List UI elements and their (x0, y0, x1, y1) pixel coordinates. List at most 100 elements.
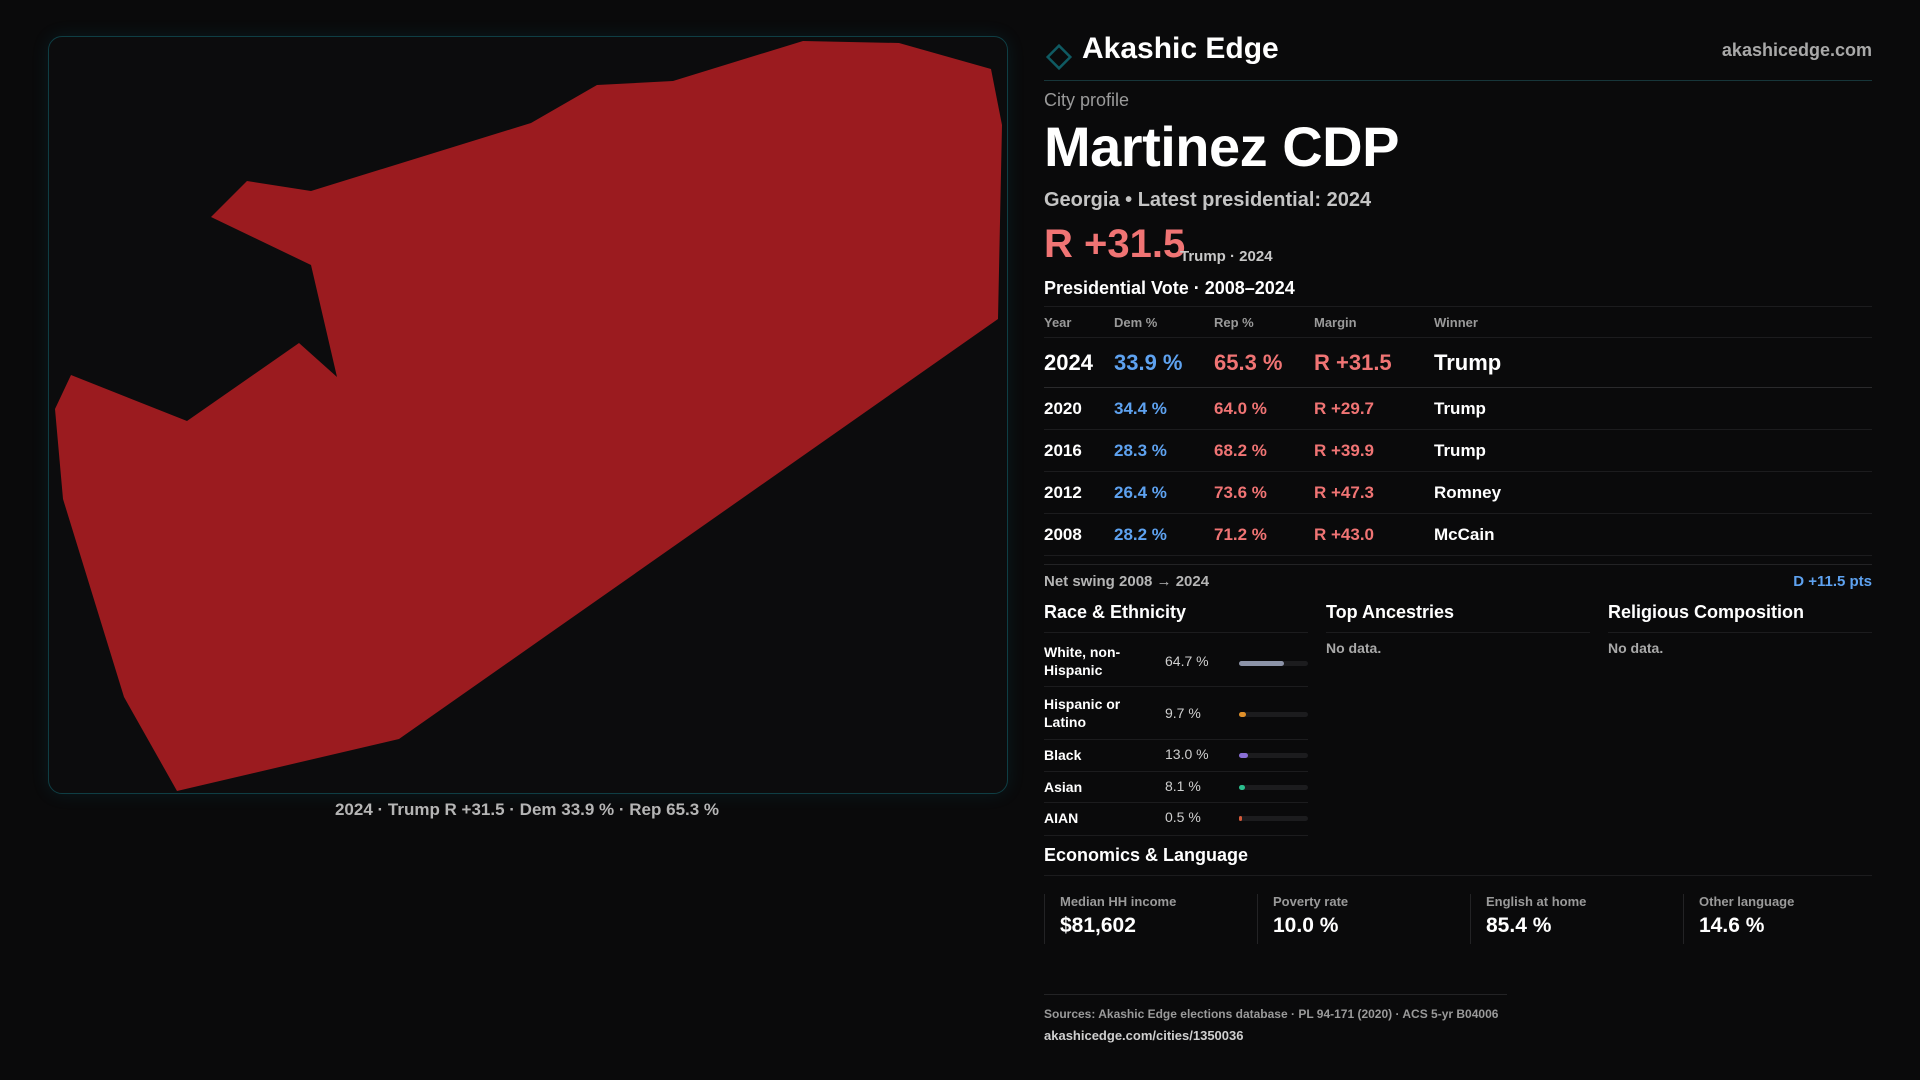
margin-cell: R +43.0 (1314, 513, 1434, 556)
econ-card-income: Median HH income $81,602 (1044, 894, 1239, 944)
year-cell: 2020 (1044, 387, 1114, 430)
race-value: 13.0 % (1165, 746, 1209, 762)
diamond-icon (1045, 43, 1073, 71)
presidential-section-title: Presidential Vote · 2008–2024 (1044, 278, 1295, 298)
race-bar-fill (1239, 712, 1246, 717)
econ-label: Other language (1699, 894, 1795, 909)
map-panel[interactable] (48, 36, 1008, 794)
rep-cell: 68.2 % (1214, 429, 1314, 472)
race-label: Hispanic or Latino (1044, 696, 1121, 730)
column-header-year: Year (1044, 306, 1114, 338)
rep-cell: 64.0 % (1214, 387, 1314, 430)
table-row: 2008 28.2 % 71.2 % R +43.0 McCain (1044, 513, 1872, 556)
econ-card-english: English at home 85.4 % (1470, 894, 1665, 944)
year-cell: 2024 (1044, 337, 1114, 388)
ancestries-empty-text: No data. (1326, 640, 1382, 656)
column-header-rep: Rep % (1214, 306, 1314, 338)
econ-value: 14.6 % (1699, 914, 1765, 937)
econ-value: $81,602 (1060, 914, 1136, 937)
net-swing-value: D +11.5 pts (1793, 573, 1872, 590)
race-value: 8.1 % (1165, 778, 1201, 794)
net-swing-label: Net swing 2008 → 2024 (1044, 573, 1210, 590)
econ-label: Poverty rate (1273, 894, 1349, 909)
city-boundary-shape[interactable] (55, 41, 1002, 791)
race-value: 0.5 % (1165, 809, 1201, 825)
profile-eyebrow: City profile (1044, 90, 1130, 110)
econ-value: 85.4 % (1486, 914, 1552, 937)
rep-cell: 73.6 % (1214, 471, 1314, 514)
race-row-aian: AIAN 0.5 % (1044, 802, 1308, 836)
race-label: Black (1044, 747, 1082, 763)
dem-cell: 26.4 % (1114, 471, 1214, 514)
race-value: 9.7 % (1165, 705, 1201, 721)
race-label: White, non-Hispanic (1044, 644, 1121, 678)
margin-cell: R +29.7 (1314, 387, 1434, 430)
margin-cell: R +47.3 (1314, 471, 1434, 514)
table-row: 2012 26.4 % 73.6 % R +47.3 Romney (1044, 471, 1872, 514)
table-header-row: Year Dem % Rep % Margin Winner (1044, 306, 1872, 338)
profile-subtitle: Georgia • Latest presidential: 2024 (1044, 189, 1372, 211)
ancestries-section-title: Top Ancestries (1326, 602, 1590, 633)
column-header-winner: Winner (1434, 306, 1872, 338)
year-cell: 2016 (1044, 429, 1114, 472)
race-value: 64.7 % (1165, 653, 1209, 669)
sources-text: Sources: Akashic Edge elections database… (1044, 1007, 1499, 1021)
econ-card-other-language: Other language 14.6 % (1683, 894, 1878, 944)
race-row-white: White, non-Hispanic 64.7 % (1044, 636, 1308, 687)
winner-cell: Romney (1434, 471, 1872, 514)
econ-value: 10.0 % (1273, 914, 1339, 937)
winner-cell: Trump (1434, 337, 1872, 388)
race-bar-track (1239, 753, 1308, 758)
economics-section-title: Economics & Language (1044, 845, 1872, 876)
race-row-hispanic: Hispanic or Latino 9.7 % (1044, 686, 1308, 740)
brand-url-link[interactable]: akashicedge.com (1721, 40, 1872, 60)
brand-header: Akashic Edge akashicedge.com (1044, 30, 1872, 81)
rep-cell: 65.3 % (1214, 337, 1314, 388)
race-row-black: Black 13.0 % (1044, 739, 1308, 772)
religion-section-title: Religious Composition (1608, 602, 1872, 633)
econ-label: Median HH income (1060, 894, 1177, 909)
city-boundary-map (55, 41, 1002, 791)
rep-cell: 71.2 % (1214, 513, 1314, 556)
profile-panel: Akashic Edge akashicedge.com City profil… (1044, 0, 1872, 1080)
brand-name: Akashic Edge (1082, 32, 1279, 65)
winner-cell: Trump (1434, 429, 1872, 472)
dem-cell: 34.4 % (1114, 387, 1214, 430)
year-cell: 2012 (1044, 471, 1114, 514)
econ-label: English at home (1486, 894, 1587, 909)
headline-margin: R +31.5 (1044, 222, 1186, 266)
year-cell: 2008 (1044, 513, 1114, 556)
race-bar-fill (1239, 661, 1284, 666)
race-bar-track (1239, 816, 1308, 821)
race-bar-fill (1239, 753, 1248, 758)
race-label: Asian (1044, 779, 1083, 795)
presidential-vote-table: Year Dem % Rep % Margin Winner 2024 33.9… (1044, 306, 1872, 556)
dem-cell: 33.9 % (1114, 337, 1214, 388)
table-row: 2016 28.3 % 68.2 % R +39.9 Trump (1044, 429, 1872, 472)
race-bar-fill (1239, 816, 1242, 821)
net-swing-row: Net swing 2008 → 2024 D +11.5 pts (1044, 564, 1872, 595)
econ-card-poverty: Poverty rate 10.0 % (1257, 894, 1452, 944)
table-row: 2020 34.4 % 64.0 % R +29.7 Trump (1044, 387, 1872, 430)
page-title: Martinez CDP (1044, 115, 1399, 178)
race-label: AIAN (1044, 810, 1079, 826)
margin-cell: R +39.9 (1314, 429, 1434, 472)
table-row: 2024 33.9 % 65.3 % R +31.5 Trump (1044, 337, 1872, 388)
map-caption: 2024 · Trump R +31.5 · Dem 33.9 % · Rep … (334, 800, 720, 819)
race-section-title: Race & Ethnicity (1044, 602, 1308, 633)
sources-footer: Sources: Akashic Edge elections database… (1044, 994, 1507, 1043)
religion-empty-text: No data. (1608, 640, 1664, 656)
winner-cell: Trump (1434, 387, 1872, 430)
column-header-margin: Margin (1314, 306, 1434, 338)
dem-cell: 28.3 % (1114, 429, 1214, 472)
winner-cell: McCain (1434, 513, 1872, 556)
headline-margin-detail: Trump · 2024 (1180, 248, 1273, 265)
margin-cell: R +31.5 (1314, 337, 1434, 388)
race-bar-fill (1239, 785, 1245, 790)
sources-url-link[interactable]: akashicedge.com/cities/1350036 (1044, 1028, 1244, 1043)
race-bar-track (1239, 712, 1308, 717)
race-bar-track (1239, 785, 1308, 790)
race-bar-track (1239, 661, 1308, 666)
column-header-dem: Dem % (1114, 306, 1214, 338)
dem-cell: 28.2 % (1114, 513, 1214, 556)
